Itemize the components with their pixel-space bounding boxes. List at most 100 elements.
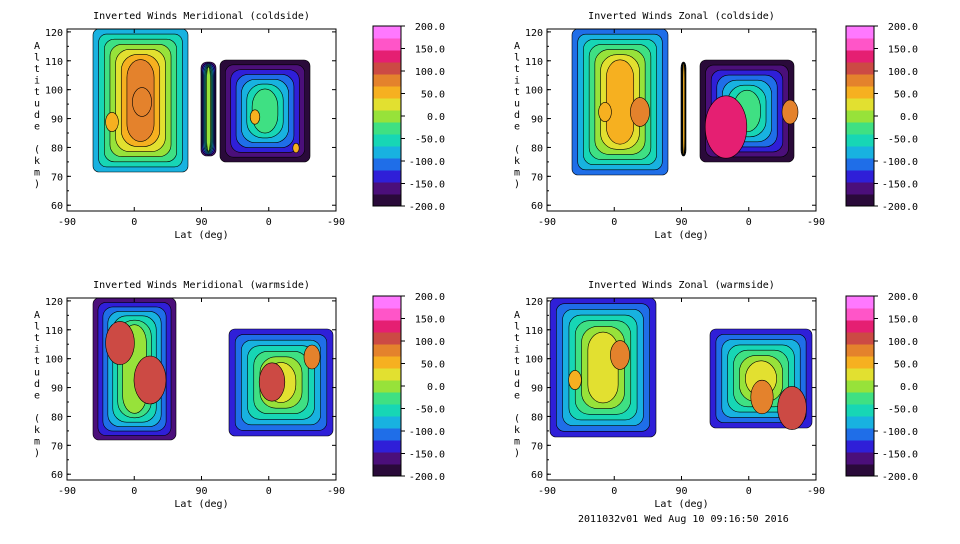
- y-tick-label: 110: [525, 326, 543, 337]
- colorbar-swatch: [373, 50, 401, 63]
- colorbar-swatch: [846, 368, 874, 381]
- y-tick-label: 90: [51, 384, 63, 395]
- colorbar-tick-label: 100.0: [888, 67, 918, 78]
- colorbar: 200.0 150.0 100.0 50.0 0.0 -50.0 -100.0 -150.0 -…: [372, 292, 445, 483]
- x-axis-label: Lat (deg): [174, 499, 228, 510]
- x-tick-label: 90: [195, 486, 207, 497]
- contour-feature: [704, 95, 748, 159]
- x-tick-label: -90: [807, 217, 825, 228]
- colorbar-swatch: [846, 452, 874, 465]
- x-tick-label: 0: [611, 486, 617, 497]
- contour-band: [206, 66, 211, 152]
- y-tick-label: 90: [531, 384, 543, 395]
- colorbar-swatch: [846, 98, 874, 111]
- x-tick-label: 90: [675, 217, 687, 228]
- contour-field: [549, 298, 813, 438]
- colorbar-swatch: [846, 392, 874, 405]
- colorbar-tick-label: -200.0: [409, 472, 445, 483]
- colorbar-tick-label: 50.0: [421, 360, 445, 371]
- colorbar-tick-label: 150.0: [888, 45, 918, 56]
- chart-panel-2: Inverted Winds Zonal (coldside) 120 110 100…: [514, 11, 918, 241]
- colorbar-swatch: [373, 320, 401, 333]
- colorbar-tick-label: -150.0: [409, 180, 445, 191]
- colorbar-tick-label: -50.0: [888, 405, 918, 416]
- contour-feature: [610, 340, 630, 370]
- colorbar-tick-label: -100.0: [409, 427, 445, 438]
- x-tick-label: 0: [266, 486, 272, 497]
- chart-panel-3: Inverted Winds Meridional (warmside) 120 1…: [34, 280, 445, 510]
- y-tick-label: 100: [525, 86, 543, 97]
- x-tick-label: 0: [131, 217, 137, 228]
- colorbar-tick-label: 200.0: [415, 292, 445, 303]
- contour-feature: [258, 362, 286, 402]
- colorbar-tick-label: 200.0: [888, 292, 918, 303]
- colorbar-swatch: [846, 404, 874, 417]
- contour-band: [605, 59, 635, 145]
- colorbar-swatch: [846, 110, 874, 123]
- colorbar-swatch: [846, 170, 874, 183]
- x-tick-label: 0: [746, 486, 752, 497]
- x-axis-label: Lat (deg): [654, 499, 708, 510]
- contour-feature: [105, 321, 135, 365]
- colorbar: 200.0 150.0 100.0 50.0 0.0 -50.0 -100.0 -150.0 -…: [372, 22, 445, 213]
- y-tick-label: 70: [531, 172, 543, 183]
- x-tick-label: -90: [807, 486, 825, 497]
- y-tick-label: 60: [51, 201, 63, 212]
- colorbar-swatch: [846, 296, 874, 309]
- y-tick-label: 70: [531, 441, 543, 452]
- colorbar-swatch: [373, 86, 401, 99]
- colorbar-swatch: [846, 416, 874, 429]
- y-tick-label: 80: [531, 143, 543, 154]
- colorbar-swatch: [373, 356, 401, 369]
- colorbar-swatch: [846, 38, 874, 51]
- colorbar-swatch: [373, 344, 401, 357]
- colorbar-swatch: [846, 134, 874, 147]
- colorbar-swatch: [373, 440, 401, 453]
- chart-panel-1: Inverted Winds Meridional (coldside) 120 1…: [34, 11, 445, 241]
- colorbar-swatch: [373, 404, 401, 417]
- x-tick-label: 90: [675, 486, 687, 497]
- colorbar-swatch: [373, 110, 401, 123]
- colorbar-swatch: [373, 464, 401, 477]
- y-tick-label: 120: [525, 297, 543, 308]
- timestamp-footer: 2011032v01 Wed Aug 10 09:16:50 2016: [578, 514, 789, 525]
- x-axis-label: Lat (deg): [654, 230, 708, 241]
- colorbar-swatch: [373, 134, 401, 147]
- colorbar-tick-label: 0.0: [900, 382, 918, 393]
- colorbar-tick-label: 50.0: [421, 90, 445, 101]
- y-tick-label: 80: [51, 143, 63, 154]
- colorbar-tick-label: 100.0: [415, 67, 445, 78]
- colorbar-swatch: [373, 392, 401, 405]
- x-tick-label: 0: [131, 486, 137, 497]
- y-tick-label: 110: [45, 326, 63, 337]
- contour-feature: [777, 386, 807, 430]
- chart-title: Inverted Winds Zonal (coldside): [588, 11, 775, 22]
- y-tick-label: 120: [45, 297, 63, 308]
- contour-feature: [292, 142, 300, 154]
- colorbar-swatch: [373, 170, 401, 183]
- colorbar-tick-label: 200.0: [888, 22, 918, 33]
- colorbar-swatch: [846, 308, 874, 321]
- colorbar-swatch: [373, 122, 401, 135]
- y-tick-label: 60: [51, 470, 63, 481]
- chart-title: Inverted Winds Meridional (warmside): [93, 280, 310, 291]
- y-tick-label: 100: [45, 355, 63, 366]
- x-tick-label: -90: [538, 217, 556, 228]
- contour-feature: [105, 112, 119, 132]
- colorbar-tick-label: 50.0: [894, 90, 918, 101]
- colorbar-tick-label: 150.0: [415, 315, 445, 326]
- colorbar-swatch: [846, 356, 874, 369]
- y-tick-label: 90: [531, 115, 543, 126]
- colorbar-swatch: [373, 332, 401, 345]
- colorbar-tick-label: -100.0: [409, 157, 445, 168]
- colorbar-tick-label: 100.0: [888, 337, 918, 348]
- x-tick-label: 90: [195, 217, 207, 228]
- contour-feature: [249, 109, 261, 125]
- contour-feature: [630, 97, 650, 127]
- colorbar-swatch: [373, 38, 401, 51]
- x-tick-label: -90: [327, 486, 345, 497]
- contour-feature: [133, 355, 167, 405]
- y-tick-label: 70: [51, 441, 63, 452]
- colorbar-swatch: [373, 308, 401, 321]
